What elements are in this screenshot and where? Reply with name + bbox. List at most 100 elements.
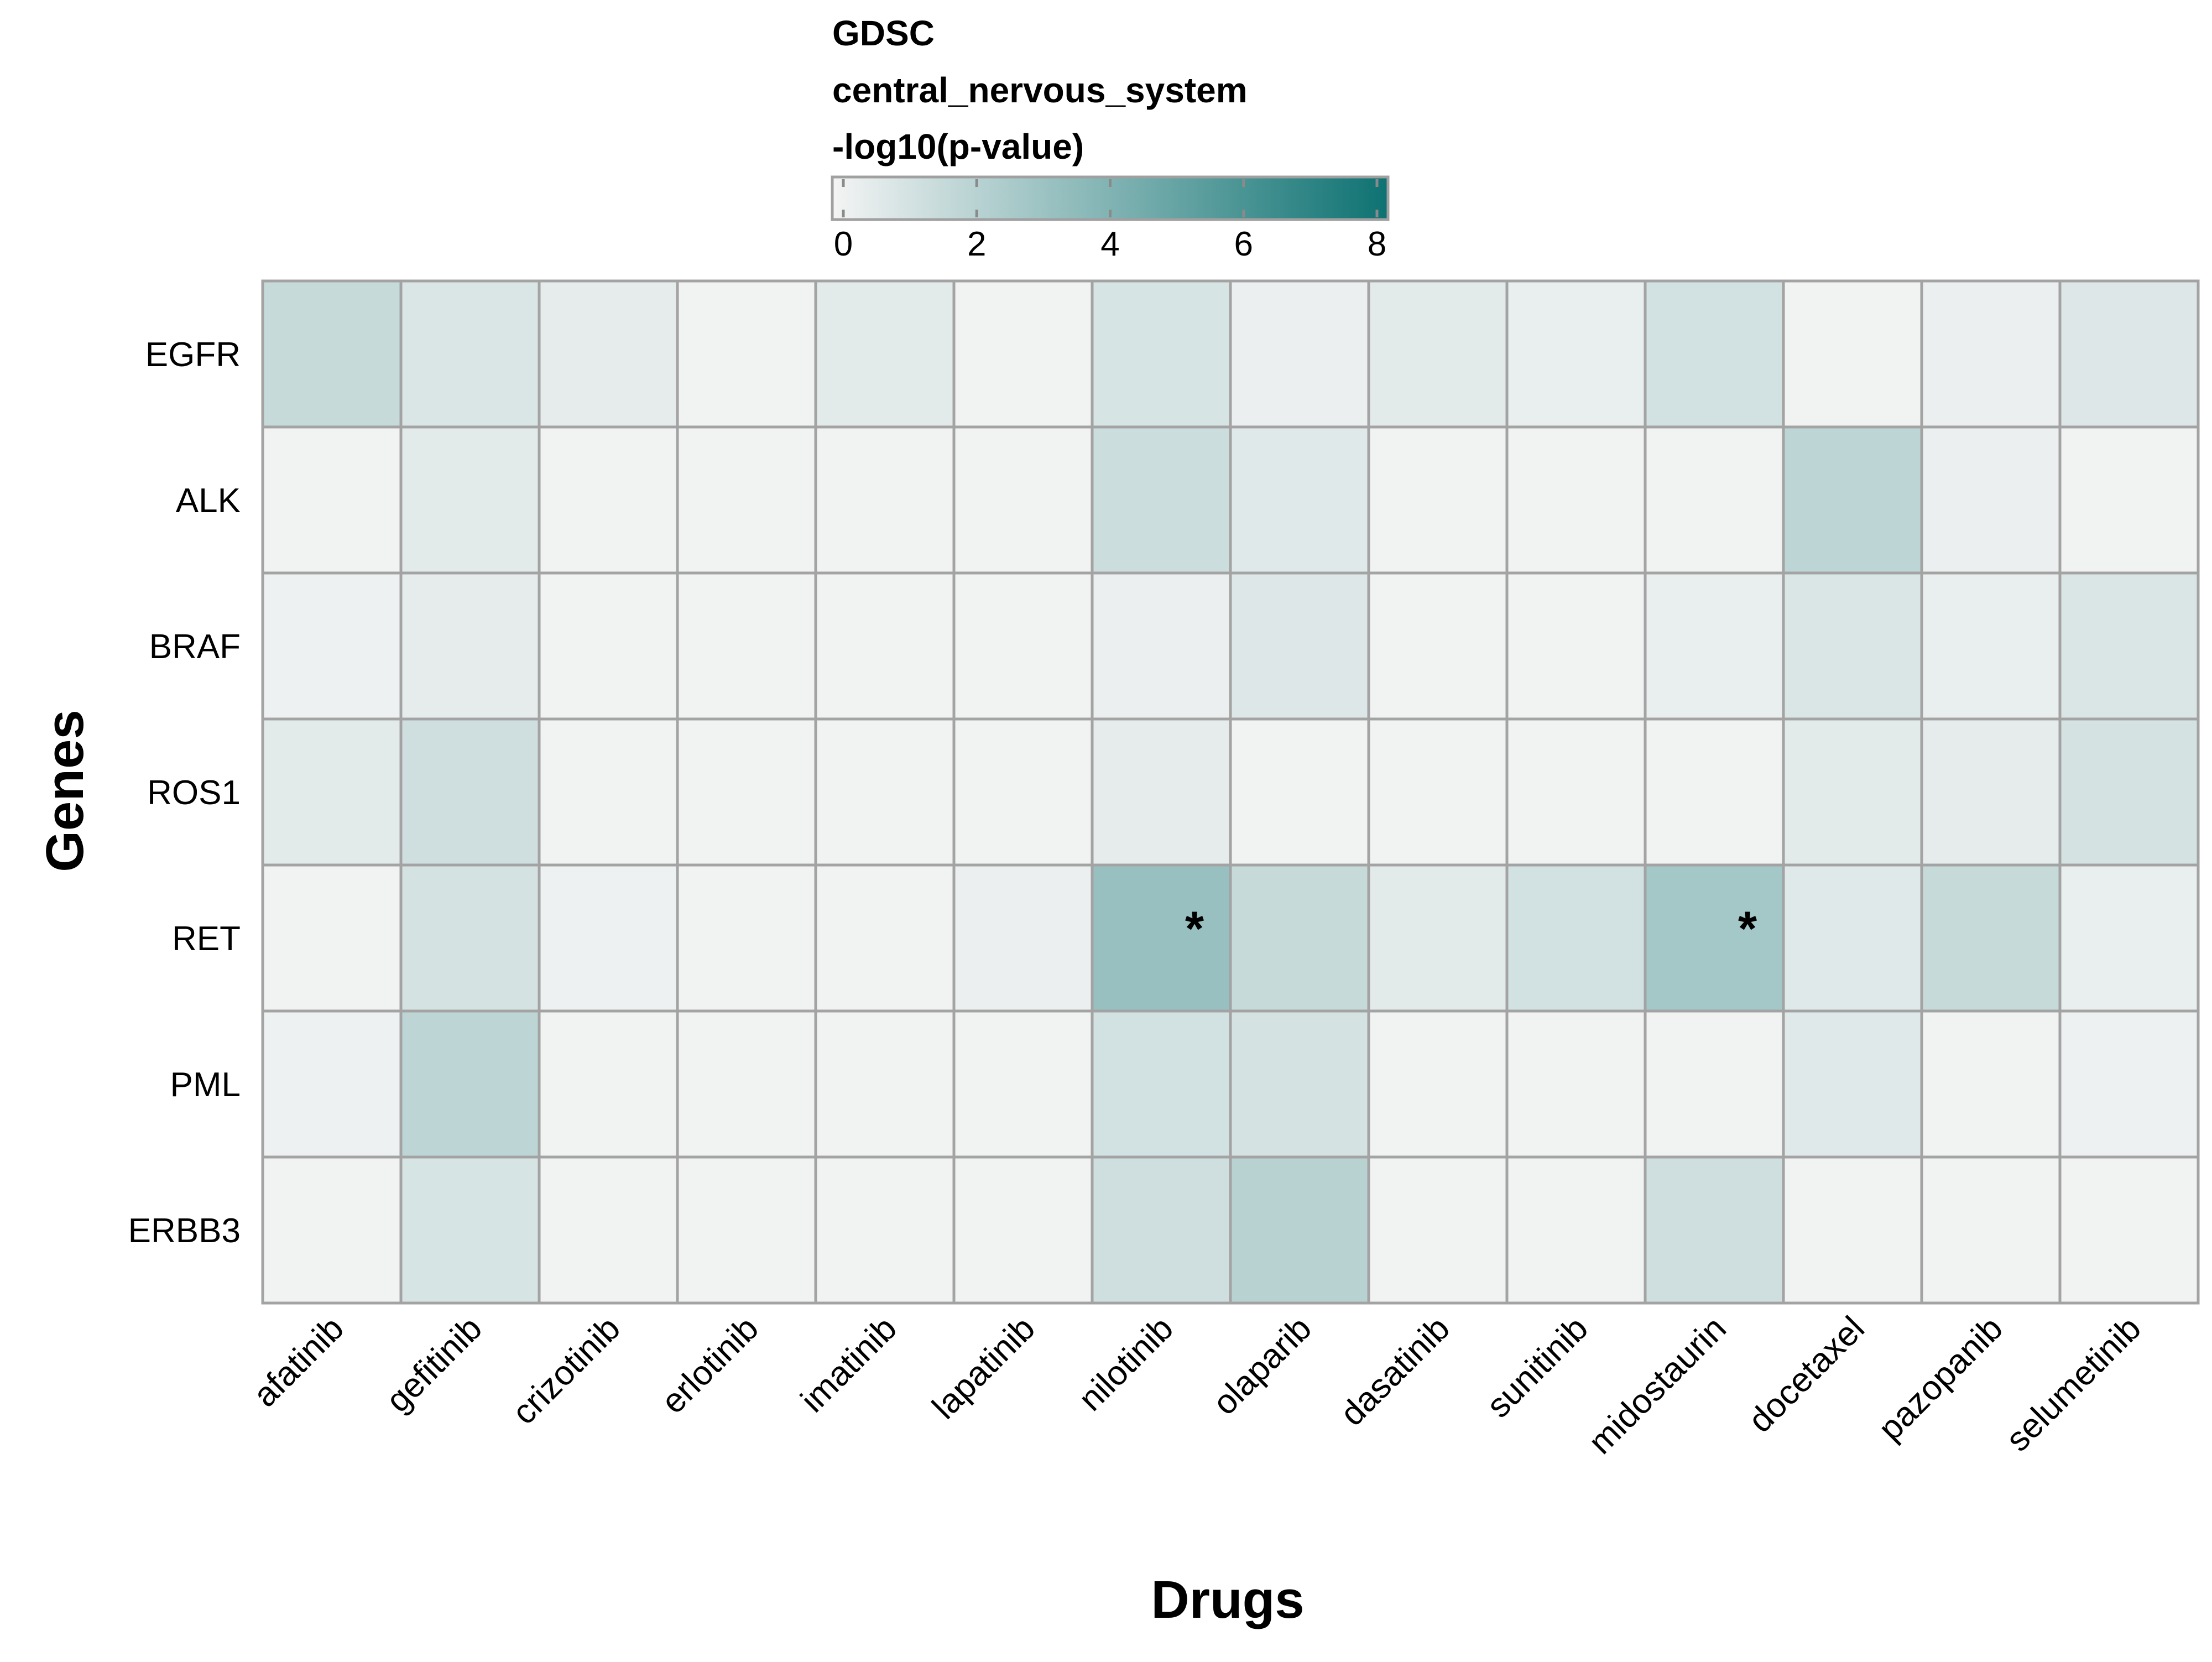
heatmap-cell <box>538 571 679 721</box>
heatmap-cell <box>399 1155 541 1305</box>
column-label: afatinib <box>246 1309 351 1414</box>
heatmap-cell <box>1920 717 2062 867</box>
heatmap-cell <box>1091 1155 1232 1305</box>
heatmap-cell <box>952 1155 1094 1305</box>
heatmap-cell <box>1505 717 1647 867</box>
column-label: gefitinib <box>379 1309 489 1420</box>
heatmap-cell <box>2058 1009 2200 1159</box>
heatmap-cell <box>1644 717 1785 867</box>
heatmap-cell <box>952 1009 1094 1159</box>
heatmap-cell <box>399 863 541 1013</box>
heatmap-cell <box>1229 571 1370 721</box>
column-label: lapatinib <box>925 1309 1042 1426</box>
heatmap-cell <box>952 863 1094 1013</box>
heatmap-cell <box>261 279 403 429</box>
heatmap-cell <box>676 1155 817 1305</box>
heatmap-cell <box>1229 863 1370 1013</box>
heatmap-cell <box>1920 1009 2062 1159</box>
significance-star: * <box>1738 901 1757 956</box>
heatmap-cell <box>676 863 817 1013</box>
heatmap-cell <box>676 279 817 429</box>
heatmap-cell <box>399 279 541 429</box>
column-label: selumetinib <box>1999 1309 2148 1459</box>
column-label: imatinib <box>794 1309 904 1420</box>
column-label: docetaxel <box>1741 1309 1871 1440</box>
significance-annotations: * * <box>1185 901 1757 956</box>
heatmap-cell <box>2058 425 2200 575</box>
heatmap-cell <box>814 571 956 721</box>
heatmap-cell <box>1782 1009 1923 1159</box>
heatmap-cell <box>952 717 1094 867</box>
heatmap-cell <box>814 279 956 429</box>
heatmap-cell <box>538 717 679 867</box>
heatmap-cell <box>1920 863 2062 1013</box>
heatmap-cell <box>399 717 541 867</box>
heatmap-cell <box>2058 717 2200 867</box>
heatmap-cell <box>1367 863 1509 1013</box>
heatmap-cell <box>1782 279 1923 429</box>
heatmap-cell <box>1782 571 1923 721</box>
heatmap-cell <box>952 425 1094 575</box>
heatmap-cell <box>2058 863 2200 1013</box>
heatmap-cell <box>1091 571 1232 721</box>
row-label: BRAF <box>149 628 241 666</box>
heatmap-cell <box>814 1155 956 1305</box>
x-axis-title: Drugs <box>1151 1570 1304 1629</box>
column-label: sunitinib <box>1479 1309 1595 1425</box>
column-label: midostaurin <box>1581 1309 1733 1461</box>
row-label: ROS1 <box>147 774 241 812</box>
heatmap-cell <box>1091 425 1232 575</box>
heatmap-cell <box>2058 279 2200 429</box>
legend-title-source: GDSC <box>832 13 935 53</box>
heatmap-cell <box>1229 425 1370 575</box>
heatmap-cell <box>1782 717 1923 867</box>
row-label: ERBB3 <box>128 1212 241 1250</box>
heatmap-cell <box>1367 279 1509 429</box>
heatmap-cell <box>261 717 403 867</box>
row-label: EGFR <box>145 336 241 374</box>
legend-tick-label: 4 <box>1100 225 1119 263</box>
column-label: pazopanib <box>1871 1309 2010 1448</box>
heatmap-cell <box>814 717 956 867</box>
legend-tick-label: 6 <box>1234 225 1253 263</box>
heatmap-cell <box>1505 571 1647 721</box>
heatmap-cell <box>1229 1155 1370 1305</box>
heatmap-cell <box>1782 1155 1923 1305</box>
heatmap-cell <box>1920 1155 2062 1305</box>
heatmap-cell <box>1229 279 1370 429</box>
column-labels: afatinib gefitinib crizotinib erlotinib imat… <box>246 1309 2148 1461</box>
column-label: olaparib <box>1206 1309 1319 1423</box>
heatmap-cell <box>1782 863 1923 1013</box>
row-label: PML <box>170 1066 241 1104</box>
heatmap-cell <box>538 425 679 575</box>
heatmap-cell <box>1920 571 2062 721</box>
heatmap-cell <box>399 571 541 721</box>
heatmap-cell <box>1367 717 1509 867</box>
heatmap-cell <box>814 863 956 1013</box>
heatmap-cell <box>814 425 956 575</box>
heatmap-cell <box>1367 571 1509 721</box>
column-label: crizotinib <box>505 1309 628 1432</box>
heatmap-cell <box>676 717 817 867</box>
heatmap-cell <box>1091 279 1232 429</box>
y-axis-title: Genes <box>35 710 95 872</box>
heatmap-cell <box>1644 571 1785 721</box>
heatmap-cell <box>1505 1009 1647 1159</box>
heatmap-cell <box>1091 1009 1232 1159</box>
heatmap-cell <box>261 425 403 575</box>
heatmap-cell <box>1505 279 1647 429</box>
heatmap-cell <box>261 863 403 1013</box>
heatmap-cell <box>676 425 817 575</box>
legend-tick-label: 8 <box>1368 225 1386 263</box>
legend-ticks: 0 2 4 6 8 <box>834 179 1386 263</box>
heatmap-cell <box>676 571 817 721</box>
heatmap-cell <box>538 863 679 1013</box>
heatmap-cell <box>1644 425 1785 575</box>
column-label: dasatinib <box>1333 1309 1457 1433</box>
heatmap-cell <box>952 571 1094 721</box>
heatmap-cell <box>399 1009 541 1159</box>
heatmap-cell <box>1505 863 1647 1013</box>
row-label: RET <box>172 920 241 958</box>
